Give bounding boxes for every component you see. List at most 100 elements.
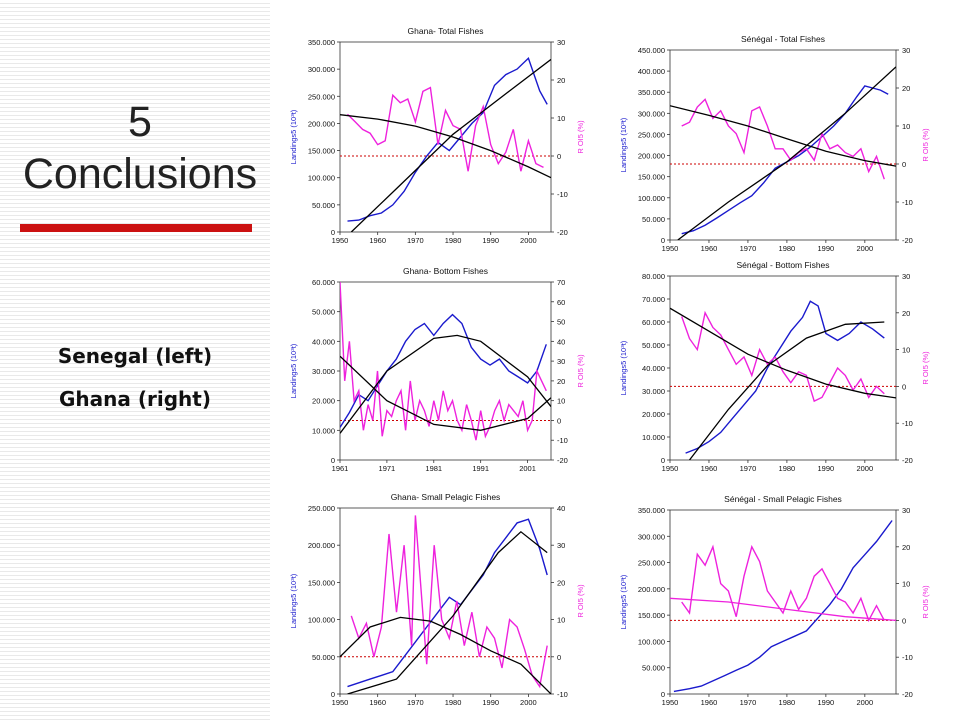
chart-ghana-bottom: Ghana- Bottom Fishes 0 10.000 20.000 30.000 4… [282,258,597,474]
y-tick-label: 60.000 [642,318,665,327]
y2-tick-label: -10 [557,690,568,699]
slide-heading: 5 Conclusions [0,96,280,200]
y2-tick-label: 0 [557,653,561,662]
series-line-roi [681,310,885,403]
y-tick-label: 50.000 [642,664,665,673]
x-tick-label: 2000 [520,698,537,707]
y-tick-label: 350.000 [308,38,335,47]
y-tick-label: 250.000 [638,130,665,139]
chart-title: Sénégal - Total Fishes [741,34,825,44]
y2-tick-label: 0 [902,616,906,625]
y2-tick-label: 20 [557,76,565,85]
y2-tick-label: 0 [557,416,561,425]
x-tick-label: 2001 [519,464,536,473]
section-title: Conclusions [22,150,258,198]
x-tick-label: 2000 [856,698,873,707]
y2-tick-label: -20 [557,456,568,465]
y2-tick-label: 10 [902,580,910,589]
x-tick-label: 1980 [779,244,796,253]
chart-senegal-bottom: Sénégal - Bottom Fishes 0 10.000 20.000 30.0… [612,252,942,474]
y-tick-label: 150.000 [638,173,665,182]
x-tick-label: 1950 [662,698,679,707]
plot-frame [669,509,897,695]
chart-title: Ghana- Total Fishes [408,26,484,36]
series-line-trend [670,597,896,622]
x-tick-label: 1981 [425,464,442,473]
series-line-landings [347,57,548,222]
chart-ghana-total: Ghana- Total Fishes 0 50.000 100.000 150.000… [282,18,597,246]
y-tick-label: 300.000 [308,65,335,74]
y2-axis-label: R OI5 (%) [576,584,585,618]
x-tick-label: 1990 [818,244,835,253]
x-tick-label: 1970 [740,464,757,473]
x-tick-label: 1960 [701,464,718,473]
y-tick-label: 250.000 [638,559,665,568]
y-tick-label: 50.000 [312,653,335,662]
y2-tick-label: -20 [902,456,913,465]
x-tick-label: 1960 [701,244,718,253]
y2-tick-label: 20 [557,377,565,386]
y-tick-label: 60.000 [312,278,335,287]
y-tick-label: 50.000 [312,308,335,317]
y-axis-label: Landings5 (10³t) [289,109,298,164]
y-tick-label: 0 [661,690,665,699]
y-tick-label: 0 [331,228,335,237]
y2-tick-label: 20 [902,543,910,552]
y2-tick-label: -10 [557,190,568,199]
y-tick-label: 70.000 [642,295,665,304]
y2-tick-label: 60 [557,298,565,307]
series-line-roi [340,282,547,441]
note-ghana-right: Ghana (right) [59,387,211,411]
y2-tick-label: 30 [902,46,910,55]
y-tick-label: 50.000 [312,201,335,210]
y2-tick-label: 20 [902,309,910,318]
plot-frame [339,41,552,233]
x-tick-label: 1960 [369,236,386,245]
y2-axis-label: R OI5 (%) [921,128,930,162]
y-tick-label: 100.000 [638,637,665,646]
series-line-roi [681,544,885,623]
y-tick-label: 100.000 [638,194,665,203]
y2-tick-label: -20 [902,236,913,245]
x-tick-label: 1980 [445,698,462,707]
x-tick-label: 1970 [407,236,424,245]
series-line-roi [350,515,548,689]
y-tick-label: 100.000 [308,616,335,625]
x-tick-label: 1970 [740,244,757,253]
series-line-trend [340,334,551,434]
series-line-roi [347,86,544,172]
y2-axis-label: R OI5 (%) [921,351,930,385]
chart-title: Sénégal - Small Pelagic Fishes [724,494,842,504]
y2-tick-label: 0 [557,152,561,161]
y-axis-label: Landings5 (10³t) [289,573,298,628]
y2-tick-label: 10 [902,122,910,131]
series-line-landings [673,520,893,693]
y2-tick-label: 10 [557,114,565,123]
series-line-landings [340,313,547,428]
y-tick-label: 30.000 [642,387,665,396]
x-tick-label: 1950 [332,698,349,707]
series-line-landings [681,85,889,235]
y2-tick-label: 30 [902,506,910,515]
series-line-trend [347,530,548,694]
y-tick-label: 30.000 [312,367,335,376]
y-tick-label: 10.000 [642,433,665,442]
chart-title: Ghana- Small Pelagic Fishes [391,492,501,502]
y-tick-label: 40.000 [642,364,665,373]
y-tick-label: 20.000 [312,397,335,406]
y-tick-label: 400.000 [638,67,665,76]
chart-ghana-small-pelagic: Ghana- Small Pelagic Fishes 0 50.000 100.00… [282,484,597,708]
y-tick-label: 0 [661,456,665,465]
y-tick-label: 50.000 [642,341,665,350]
y2-tick-label: 10 [557,397,565,406]
y-tick-label: 200.000 [638,585,665,594]
plot-frame [339,507,552,695]
x-tick-label: 2000 [856,244,873,253]
series-line-trend [340,114,551,179]
y2-tick-label: 30 [902,272,910,281]
section-number: 5 [128,98,152,146]
y-tick-label: 250.000 [308,504,335,513]
x-tick-label: 2000 [856,464,873,473]
y-tick-label: 10.000 [312,426,335,435]
x-tick-label: 1990 [818,698,835,707]
